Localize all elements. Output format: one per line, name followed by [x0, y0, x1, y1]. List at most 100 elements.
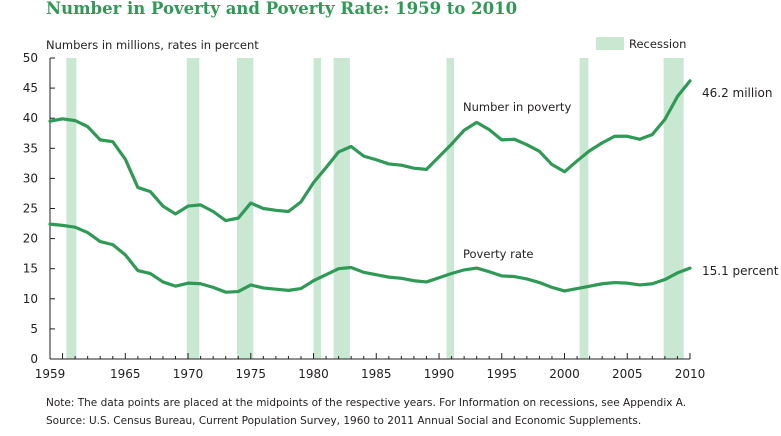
data-point-poverty-rate-2004 — [613, 281, 616, 284]
data-point-number-in-poverty-1971 — [199, 203, 202, 206]
y-tick-label-5: 5 — [30, 322, 38, 336]
recession-band-7 — [579, 58, 589, 359]
series-line-poverty-rate — [48, 222, 692, 294]
y-tick-label-10: 10 — [23, 292, 38, 306]
data-point-poverty-rate-1989 — [425, 281, 428, 283]
data-point-poverty-rate-1985 — [375, 273, 378, 276]
series-line-number-in-poverty — [48, 79, 692, 223]
data-point-poverty-rate-1975 — [249, 284, 252, 286]
x-tick-label-2010: 2010 — [675, 367, 706, 381]
data-point-number-in-poverty-1999 — [551, 163, 553, 166]
y-tick-label-30: 30 — [23, 171, 38, 185]
data-point-number-in-poverty-2003 — [601, 141, 604, 144]
recession-band-2 — [186, 58, 200, 359]
data-point-poverty-rate-2006 — [638, 284, 641, 286]
data-point-poverty-rate-2001 — [576, 287, 578, 290]
data-point-number-in-poverty-2006 — [638, 138, 641, 141]
recession-band-5 — [333, 58, 350, 359]
data-point-poverty-rate-1998 — [538, 281, 541, 284]
data-point-number-in-poverty-1987 — [400, 164, 403, 167]
data-point-number-in-poverty-1973 — [224, 219, 227, 222]
series-label-poverty-rate: Poverty rate — [463, 247, 534, 261]
data-point-number-in-poverty-1960 — [61, 117, 64, 120]
data-point-poverty-rate-1969 — [174, 285, 177, 288]
data-point-poverty-rate-1961 — [74, 226, 76, 229]
chart-axes: Numbers in millions, rates in percent 0 5… — [23, 38, 706, 381]
data-point-number-in-poverty-1968 — [162, 205, 164, 207]
data-point-poverty-rate-2010 — [689, 267, 691, 269]
data-point-number-in-poverty-1979 — [300, 200, 302, 203]
data-point-poverty-rate-1964 — [111, 243, 114, 246]
data-point-number-in-poverty-1983 — [350, 145, 353, 148]
chart-note: Note: The data points are placed at the … — [46, 397, 687, 409]
data-point-number-in-poverty-1972 — [212, 210, 215, 213]
data-point-poverty-rate-1999 — [551, 286, 553, 289]
data-point-poverty-rate-1959 — [49, 223, 51, 226]
data-point-number-in-poverty-1962 — [86, 125, 89, 128]
data-point-number-in-poverty-2008 — [664, 118, 666, 121]
data-point-number-in-poverty-1985 — [375, 158, 378, 161]
x-tick-label-1970: 1970 — [173, 367, 204, 381]
data-point-poverty-rate-1963 — [99, 240, 102, 243]
data-point-poverty-rate-1994 — [488, 270, 491, 273]
data-point-poverty-rate-1981 — [325, 273, 327, 276]
data-point-number-in-poverty-1989 — [425, 168, 428, 171]
data-point-poverty-rate-1968 — [162, 281, 164, 283]
data-point-poverty-rate-1971 — [199, 282, 202, 285]
data-point-number-in-poverty-1998 — [538, 150, 541, 153]
y-tick-label-40: 40 — [23, 111, 38, 125]
data-point-poverty-rate-1988 — [413, 279, 415, 282]
data-point-number-in-poverty-1991 — [450, 143, 453, 145]
recession-band-6 — [446, 58, 455, 359]
y-tick-label-0: 0 — [30, 352, 38, 366]
data-point-number-in-poverty-1975 — [249, 202, 252, 204]
data-point-poverty-rate-1965 — [124, 253, 127, 256]
data-point-number-in-poverty-2002 — [588, 149, 591, 152]
chart-title: Number in Poverty and Poverty Rate: 1959… — [46, 0, 518, 18]
data-point-poverty-rate-1973 — [224, 291, 227, 294]
data-point-number-in-poverty-2009 — [676, 95, 679, 98]
data-point-poverty-rate-1991 — [450, 272, 453, 275]
data-point-poverty-rate-1976 — [262, 287, 265, 289]
data-point-poverty-rate-2003 — [601, 282, 604, 285]
y-tick-label-25: 25 — [23, 202, 38, 216]
y-tick-label-20: 20 — [23, 232, 38, 246]
y-tick-label-35: 35 — [23, 141, 38, 155]
data-point-poverty-rate-1970 — [187, 282, 189, 285]
data-point-number-in-poverty-1990 — [438, 155, 440, 158]
data-point-number-in-poverty-1974 — [237, 217, 240, 220]
data-point-poverty-rate-1974 — [237, 290, 240, 293]
y-tick-label-15: 15 — [23, 262, 38, 276]
data-point-number-in-poverty-1996 — [513, 138, 516, 141]
x-tick-label-2005: 2005 — [612, 367, 643, 381]
data-point-number-in-poverty-1977 — [274, 209, 277, 212]
data-point-number-in-poverty-2000 — [563, 170, 566, 173]
data-point-poverty-rate-1977 — [274, 288, 277, 291]
data-point-number-in-poverty-1967 — [149, 190, 152, 193]
data-point-poverty-rate-1993 — [475, 267, 478, 269]
data-point-poverty-rate-1979 — [300, 287, 302, 290]
data-point-number-in-poverty-2004 — [613, 135, 616, 138]
data-point-poverty-rate-2005 — [626, 282, 629, 285]
y-tick-label-45: 45 — [23, 81, 38, 95]
data-point-poverty-rate-1997 — [525, 278, 528, 280]
end-label-poverty-rate: 15.1 percent — [702, 264, 779, 278]
data-point-number-in-poverty-1980 — [312, 181, 315, 184]
data-point-poverty-rate-2009 — [676, 272, 679, 274]
x-tick-label-2000: 2000 — [549, 367, 580, 381]
data-point-number-in-poverty-1970 — [187, 205, 189, 207]
data-point-poverty-rate-1996 — [513, 275, 516, 278]
data-point-poverty-rate-2002 — [588, 285, 591, 288]
data-point-number-in-poverty-1984 — [362, 155, 365, 158]
data-point-poverty-rate-2007 — [651, 282, 654, 285]
data-point-number-in-poverty-1994 — [488, 128, 491, 131]
y-tick-label-50: 50 — [23, 51, 38, 65]
data-point-poverty-rate-1995 — [500, 275, 503, 277]
data-point-number-in-poverty-2007 — [651, 133, 654, 136]
data-point-number-in-poverty-1969 — [174, 213, 177, 215]
chart-legend: Recession — [596, 37, 686, 51]
data-point-number-in-poverty-1988 — [413, 167, 415, 170]
data-point-number-in-poverty-1993 — [475, 121, 478, 124]
y-axis-title: Numbers in millions, rates in percent — [46, 38, 259, 52]
